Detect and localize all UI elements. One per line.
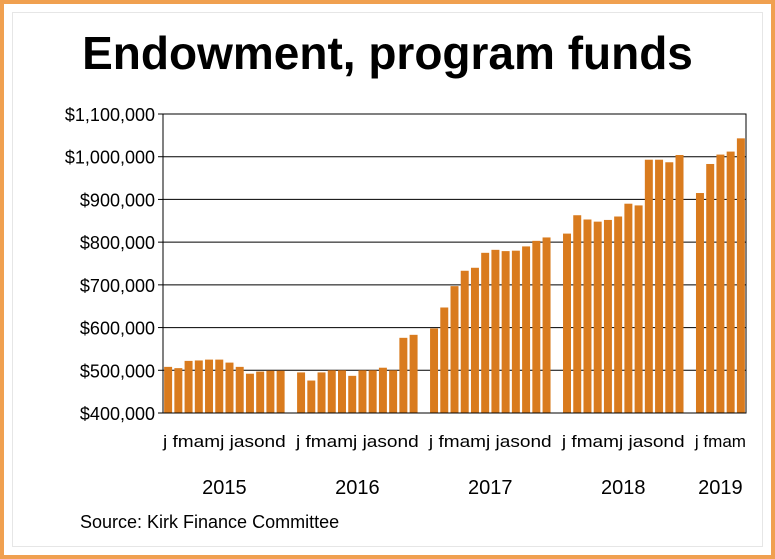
bar-2016-1 (297, 372, 306, 413)
chart-title: Endowment, program funds (82, 27, 693, 79)
bar-2017-7 (491, 249, 500, 413)
year-label-2018: 2018 (601, 477, 646, 499)
bar-2015-3 (184, 360, 193, 413)
bar-2018-5 (603, 219, 612, 413)
bar-2015-11 (266, 370, 275, 413)
bar-2016-3 (317, 372, 326, 413)
bar-2018-2 (573, 215, 582, 413)
bar-2017-5 (470, 267, 479, 413)
y-tick-label: $800,000 (80, 233, 155, 253)
bar-2016-11 (399, 337, 408, 413)
y-tick-label: $500,000 (80, 361, 155, 381)
bar-2018-8 (634, 205, 643, 413)
year-label-2017: 2017 (468, 477, 513, 499)
bar-2016-8 (368, 370, 377, 413)
y-tick-label: $700,000 (80, 276, 155, 296)
bar-2015-7 (225, 362, 234, 413)
bar-2016-2 (307, 380, 316, 413)
bar-2015-8 (235, 366, 244, 413)
bar-2018-7 (624, 203, 633, 413)
bar-2018-10 (655, 159, 664, 413)
bar-2016-6 (348, 375, 357, 413)
bar-2015-6 (215, 359, 224, 413)
month-labels-2018: j fmamj jasond (561, 432, 685, 451)
y-tick-label: $900,000 (80, 190, 155, 210)
bar-2018-9 (644, 159, 653, 413)
bar-2015-10 (256, 371, 265, 413)
bar-2017-12 (542, 237, 551, 413)
bar-2016-4 (327, 370, 336, 413)
bar-2015-9 (245, 373, 254, 413)
bar-2016-9 (378, 367, 387, 413)
year-label-2015: 2015 (202, 477, 247, 499)
bar-2018-11 (665, 162, 674, 413)
bar-2017-8 (501, 251, 510, 413)
bar-2015-2 (174, 368, 183, 413)
bar-2017-1 (430, 328, 439, 413)
source-note: Source: Kirk Finance Committee (80, 512, 340, 532)
y-tick-label: $600,000 (80, 319, 155, 339)
bar-2015-5 (205, 359, 214, 413)
bar-2017-3 (450, 286, 459, 413)
bar-2018-1 (563, 233, 571, 413)
plot-border (162, 113, 747, 414)
y-tick-label: $1,100,000 (65, 105, 155, 125)
bar-2019-1 (695, 193, 704, 413)
month-labels-2016: j fmamj jasond (295, 432, 419, 451)
bar-2019-4 (726, 151, 735, 414)
year-label-2019: 2019 (698, 477, 743, 499)
bar-2017-9 (511, 250, 520, 413)
bar-2015-4 (194, 360, 203, 413)
bar-2016-12 (409, 334, 418, 413)
bar-2017-6 (481, 252, 490, 413)
bar-2019-2 (706, 163, 715, 413)
bar-2017-4 (460, 270, 469, 413)
bar-2019-5 (736, 138, 745, 413)
bar-2016-7 (358, 370, 367, 413)
y-tick-label: $1,000,000 (65, 148, 155, 168)
bar-2016-5 (338, 370, 346, 413)
month-labels-2017: j fmamj jasond (428, 432, 552, 451)
bar-2016-10 (389, 370, 398, 413)
y-tick-label: $400,000 (80, 404, 155, 424)
year-label-2016: 2016 (335, 477, 380, 499)
bar-2015-12 (276, 370, 285, 413)
bar-2017-2 (440, 307, 449, 413)
bar-2018-3 (583, 219, 592, 413)
bar-2017-11 (532, 240, 541, 413)
month-labels-2015: j fmamj jasond (162, 432, 286, 451)
bar-2018-6 (614, 216, 623, 413)
bar-2015-1 (164, 366, 173, 413)
bar-2019-3 (716, 154, 725, 414)
bar-2017-10 (522, 246, 531, 413)
month-labels-2019: j fmam (694, 432, 746, 451)
bar-2018-4 (593, 221, 602, 413)
chart-inner-border (12, 12, 763, 547)
bar-2018-12 (675, 155, 684, 413)
